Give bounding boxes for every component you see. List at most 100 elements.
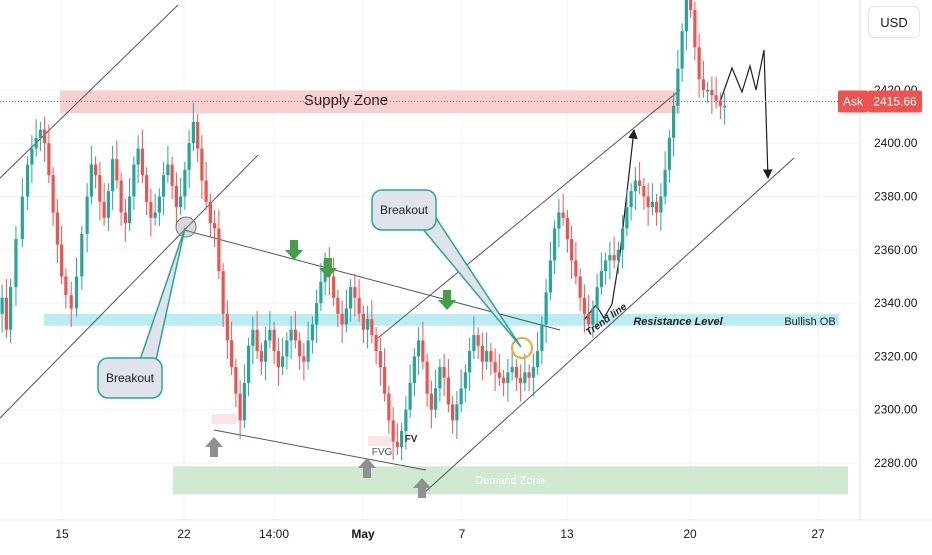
green-arrow-down-icon	[438, 290, 456, 310]
candle-body	[208, 201, 212, 224]
candle-body	[306, 340, 310, 362]
candle-body	[493, 361, 497, 373]
candle-body	[340, 313, 344, 325]
candle-body	[272, 329, 276, 352]
candle-body	[519, 377, 523, 384]
candle-body	[434, 388, 438, 410]
candle-body	[145, 175, 149, 202]
candle-body	[20, 196, 24, 240]
candle-body	[281, 356, 285, 368]
y-tick-label: 2300.00	[874, 403, 918, 417]
candle-body	[718, 100, 722, 106]
candle-body	[472, 335, 476, 352]
candle-body	[55, 212, 59, 245]
y-tick-label: 2360.00	[874, 243, 918, 257]
fv-label: FV	[405, 434, 418, 445]
x-tick-label: 22	[177, 527, 191, 541]
candle-body	[604, 260, 608, 272]
candle-body	[157, 196, 161, 213]
x-tick-label: May	[351, 527, 375, 541]
candle-body	[612, 255, 616, 261]
candle-body	[655, 201, 659, 213]
callout-label: Breakout	[106, 371, 155, 385]
breakout-marker-orange	[511, 337, 533, 359]
candle-body	[38, 129, 42, 138]
candle-body	[268, 329, 272, 341]
candle-body	[162, 175, 166, 197]
gray-arrow-up-icon	[205, 437, 223, 457]
candle-body	[633, 180, 637, 192]
candle-body	[646, 196, 650, 208]
candle-body	[4, 297, 8, 330]
candle-body	[421, 340, 425, 362]
candle-body	[344, 308, 348, 325]
candle-body	[183, 169, 187, 197]
x-tick-label: 15	[55, 527, 69, 541]
projection-path	[719, 49, 773, 179]
candle-body	[663, 169, 667, 197]
candle-body	[85, 196, 89, 234]
candle-body	[98, 175, 102, 202]
candle-body	[485, 351, 489, 362]
candle-body	[213, 223, 217, 229]
candle-body	[561, 212, 565, 218]
candle-body	[710, 89, 714, 96]
descending-support-line	[213, 429, 427, 471]
candle-body	[315, 303, 319, 325]
gray-arrow-up-icon	[413, 478, 431, 498]
candle-body	[404, 409, 408, 432]
y-tick-label: 2400.00	[874, 136, 918, 150]
candle-body	[463, 372, 467, 389]
candle-body	[451, 404, 455, 421]
candle-body	[400, 431, 404, 448]
candle-body	[302, 356, 306, 362]
currency-selector[interactable]: USD	[868, 6, 920, 38]
candle-body	[285, 340, 289, 357]
x-tick-label: 14:00	[259, 527, 289, 541]
candle-body	[115, 159, 119, 181]
candle-body	[438, 367, 442, 389]
candle-body	[123, 212, 127, 224]
candle-body	[47, 143, 51, 176]
bullish-ob-label: Bullish OB	[784, 316, 835, 328]
candle-body	[489, 351, 493, 362]
candle-body	[540, 324, 544, 352]
candle-body	[650, 201, 654, 208]
demand-zone-label: Demand Zone	[475, 475, 545, 487]
candle-body	[412, 356, 416, 384]
y-tick-label: 2380.00	[874, 190, 918, 204]
candle-body	[480, 345, 484, 362]
candle-body	[455, 404, 459, 421]
candle-body	[94, 164, 98, 176]
candle-body	[276, 351, 280, 368]
callout-label: Breakout	[380, 203, 429, 217]
candle-body	[34, 137, 38, 149]
candle-body	[136, 148, 140, 165]
candle-body	[298, 340, 302, 357]
candle-body	[153, 212, 157, 218]
candle-body	[357, 297, 361, 314]
candle-body	[578, 276, 582, 298]
callout-pointer	[138, 227, 186, 361]
y-tick-label: 2320.00	[874, 349, 918, 363]
callout-box	[97, 357, 163, 399]
candle-body	[638, 180, 642, 186]
candle-body	[723, 105, 727, 108]
candle-body	[238, 393, 242, 421]
candle-body	[476, 335, 480, 346]
ask-value: 2415.66	[873, 94, 917, 108]
candle-body	[30, 148, 34, 165]
candle-body	[170, 164, 174, 186]
candle-body	[599, 271, 603, 288]
candle-body	[361, 313, 365, 330]
supply-zone-label: Supply Zone	[304, 92, 388, 109]
candle-body	[132, 164, 136, 197]
candle-body	[595, 287, 599, 309]
drawing-lines-layer	[0, 4, 795, 493]
candle-body	[217, 228, 221, 272]
candle-body	[149, 201, 153, 218]
candle-body	[251, 329, 255, 346]
zones-layer: Supply Zone Resistance Level Bullish OB Dem…	[0, 0, 860, 520]
candle-body	[9, 287, 13, 330]
